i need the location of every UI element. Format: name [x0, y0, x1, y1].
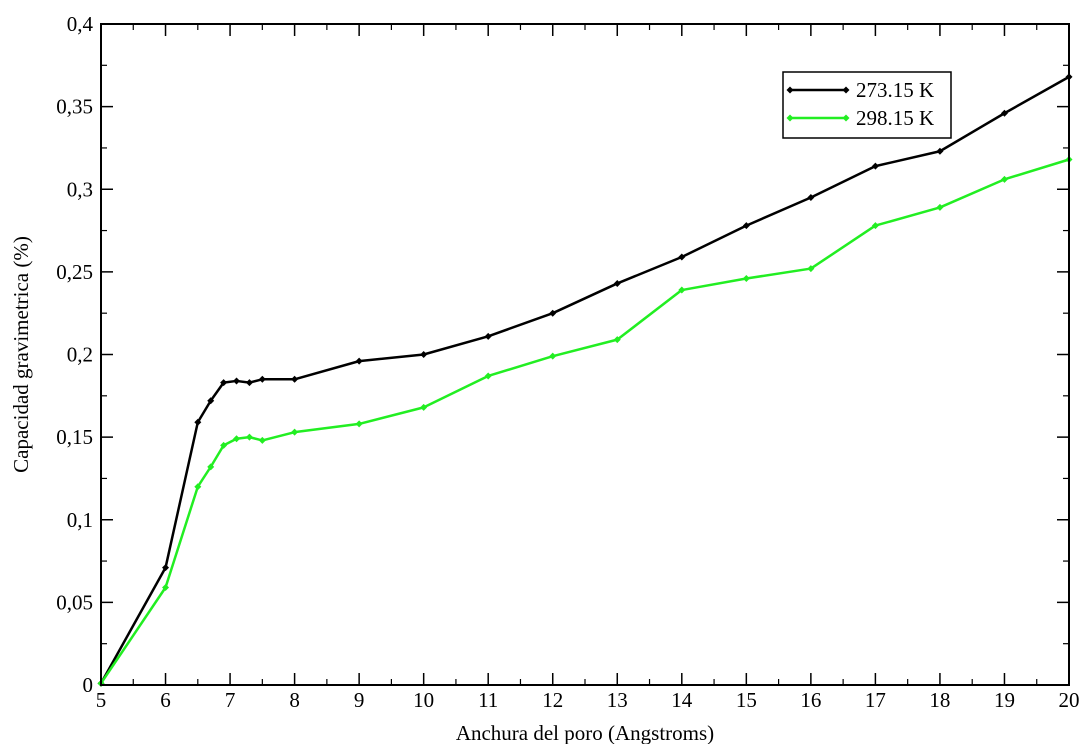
- series-line-0: [99, 75, 1070, 684]
- x-tick-label: 15: [736, 688, 757, 712]
- series-point-1: [613, 336, 621, 344]
- legend-marker-298: [786, 114, 794, 122]
- legend: 273.15 K 298.15 K: [782, 71, 952, 139]
- x-tick-label: 19: [994, 688, 1015, 712]
- x-tick-label: 14: [671, 688, 693, 712]
- x-tick-label: 20: [1059, 688, 1080, 712]
- legend-box: [782, 71, 952, 139]
- series-point-1: [807, 265, 815, 273]
- x-axis-label: Anchura del poro (Angstroms): [456, 721, 714, 744]
- y-tick-label: 0,1: [67, 508, 93, 532]
- y-axis-ticks: 0 0,05 0,1 0,15 0,2 0,25 0,3 0,35 0,4: [56, 12, 1069, 697]
- series-point-0: [162, 564, 170, 572]
- y-tick-label: 0,35: [56, 95, 93, 119]
- x-tick-label: 18: [929, 688, 950, 712]
- series-point-1: [936, 203, 944, 211]
- x-tick-label: 16: [800, 688, 821, 712]
- y-tick-label: 0,15: [56, 425, 93, 449]
- series-point-1: [355, 420, 363, 428]
- x-tick-label: 13: [607, 688, 628, 712]
- series-point-0: [207, 397, 215, 405]
- y-tick-label: 0: [83, 673, 94, 697]
- y-tick-label: 0,05: [56, 590, 93, 614]
- series-point-1: [549, 352, 557, 360]
- series-point-1: [207, 463, 215, 471]
- series-point-1: [678, 286, 686, 294]
- series-line-1: [99, 158, 1070, 685]
- series-point-1: [291, 428, 299, 436]
- legend-label-273: 273.15 K: [856, 78, 934, 102]
- series-point-1: [742, 274, 750, 282]
- y-tick-label: 0,2: [67, 343, 93, 367]
- series-point-1: [194, 483, 202, 491]
- series-point-1: [1000, 175, 1008, 183]
- series-point-0: [549, 309, 557, 317]
- series-point-1: [245, 433, 253, 441]
- series-point-1: [233, 435, 241, 443]
- y-axis-label: Capacidad gravimetrica (%): [9, 236, 33, 473]
- x-tick-label: 11: [478, 688, 498, 712]
- series-point-1: [162, 584, 170, 592]
- legend-entry-273: 273.15 K: [786, 78, 934, 102]
- series-point-0: [678, 253, 686, 261]
- plot-lines: [99, 75, 1070, 685]
- x-tick-label: 5: [96, 688, 107, 712]
- legend-label-298: 298.15 K: [856, 106, 934, 130]
- series-point-0: [1000, 109, 1008, 117]
- series-point-1: [871, 222, 879, 230]
- series-point-1: [420, 403, 428, 411]
- x-tick-label: 12: [542, 688, 563, 712]
- x-tick-label: 17: [865, 688, 886, 712]
- series-point-0: [871, 162, 879, 170]
- series-point-1: [220, 441, 228, 449]
- series-point-0: [807, 194, 815, 202]
- legend-entry-298: 298.15 K: [786, 106, 934, 130]
- x-tick-label: 8: [289, 688, 300, 712]
- series-point-1: [484, 372, 492, 380]
- series-point-1: [258, 436, 266, 444]
- series-point-0: [936, 147, 944, 155]
- x-tick-label: 9: [354, 688, 365, 712]
- series-point-0: [613, 279, 621, 287]
- series-point-0: [220, 379, 228, 387]
- series-point-0: [194, 418, 202, 426]
- series-point-0: [355, 357, 363, 365]
- plot-points: [97, 73, 1073, 687]
- series-point-0: [258, 375, 266, 383]
- legend-marker-298: [842, 114, 850, 122]
- x-tick-label: 6: [160, 688, 171, 712]
- legend-marker-273: [786, 86, 794, 94]
- y-tick-label: 0,3: [67, 177, 93, 201]
- legend-marker-273: [842, 86, 850, 94]
- series-point-0: [245, 379, 253, 387]
- x-tick-label: 7: [225, 688, 236, 712]
- x-tick-label: 10: [413, 688, 434, 712]
- series-point-0: [742, 222, 750, 230]
- y-tick-label: 0,4: [67, 12, 94, 36]
- series-point-0: [420, 351, 428, 358]
- series-point-0: [484, 332, 492, 340]
- x-axis-ticks: 5 6 7 8 9 10 11 12 13 14 15 16 17 18 19 20: [96, 24, 1080, 712]
- series-point-0: [291, 375, 299, 383]
- y-tick-label: 0,25: [56, 260, 93, 284]
- series-point-0: [233, 377, 241, 385]
